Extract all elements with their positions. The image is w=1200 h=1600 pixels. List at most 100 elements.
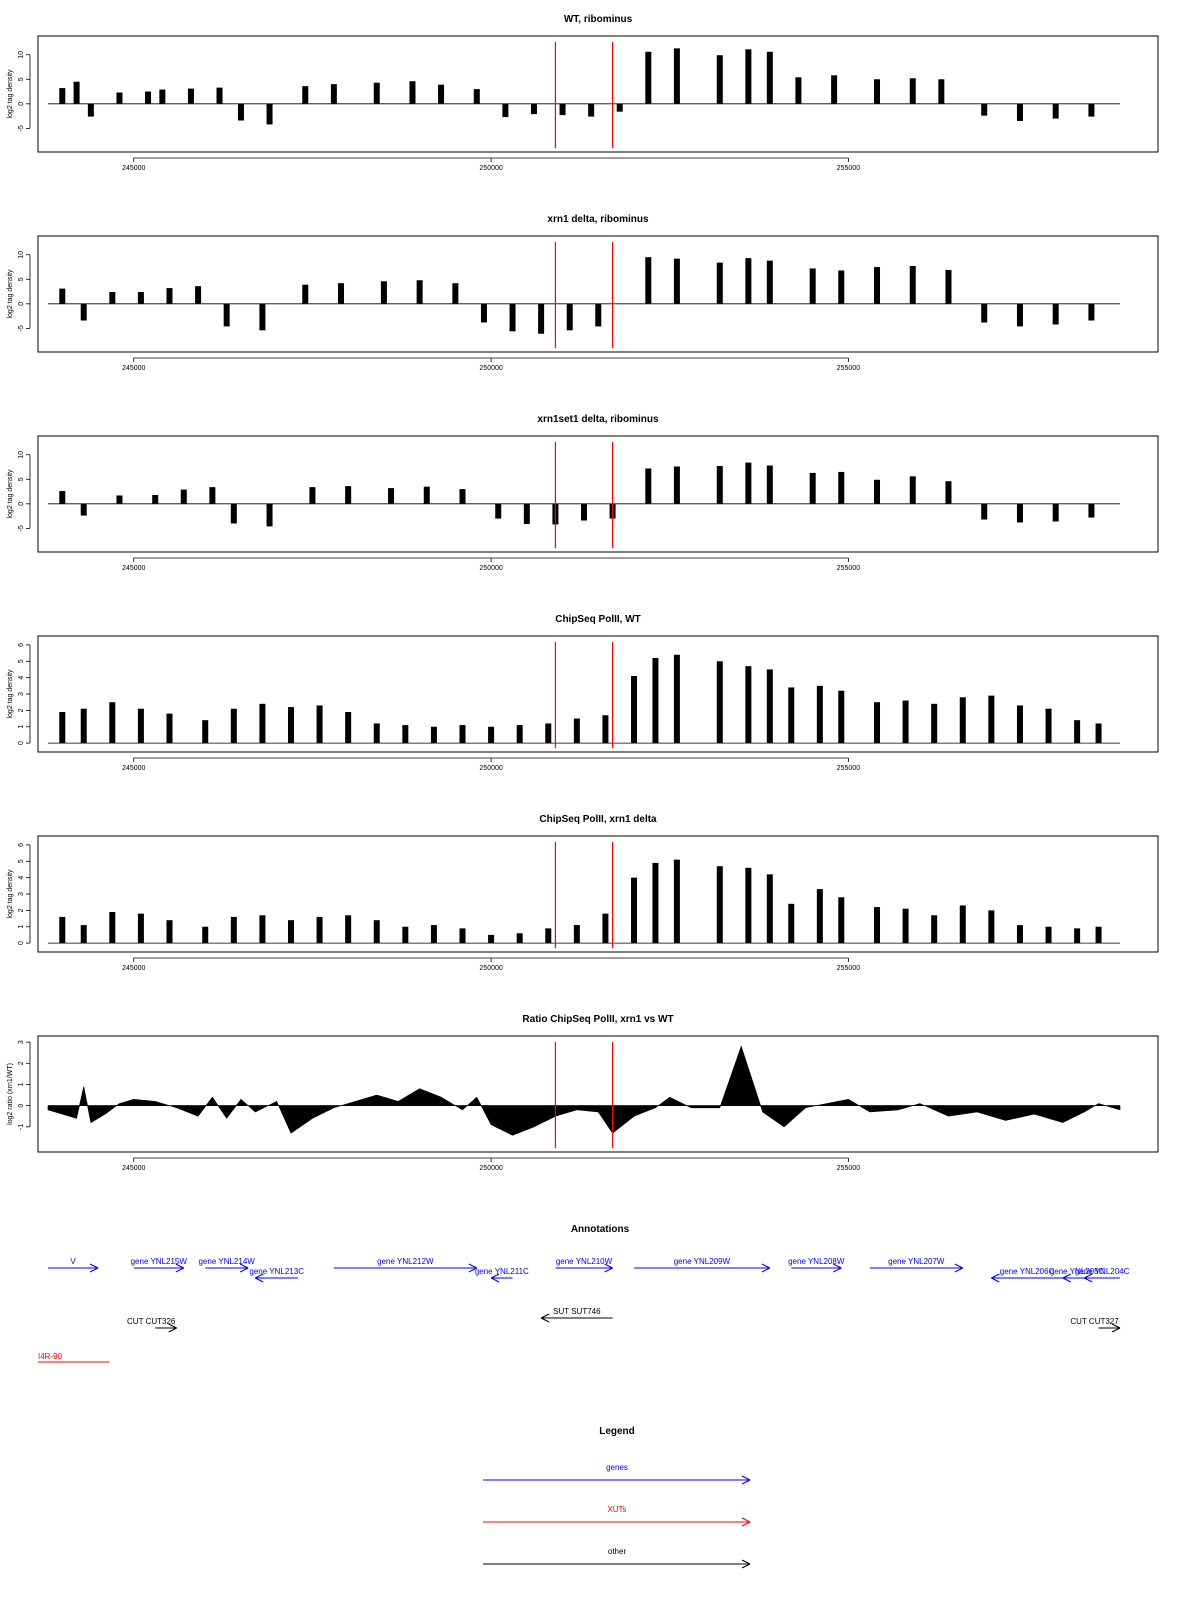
density-bar [137, 292, 144, 304]
y-tick-label: 3 [18, 692, 25, 696]
density-bar [981, 303, 988, 323]
density-bar [166, 920, 173, 944]
density-bar [745, 867, 752, 944]
density-bar [345, 712, 352, 744]
density-bar [766, 51, 773, 104]
density-bar [588, 103, 595, 117]
legend-item-arrowhead [741, 1563, 751, 1569]
density-bar [430, 726, 437, 744]
density-bar [1045, 926, 1052, 944]
density-bar [1088, 103, 1095, 117]
x-tick-label: 250000 [479, 965, 502, 972]
gene-label: gene YNL208W [788, 1257, 845, 1266]
density-bar [874, 267, 881, 304]
density-bar [902, 908, 909, 944]
density-bar [87, 103, 94, 117]
density-bar [988, 695, 995, 744]
density-bar [838, 897, 845, 944]
y-tick-label: 0 [18, 502, 25, 506]
legend-item-label: XUTs [607, 1505, 626, 1514]
ratio-area-series [47, 1045, 1121, 1136]
density-bar [409, 81, 416, 104]
density-bar [874, 907, 881, 944]
density-bar [80, 303, 87, 321]
gene-arrow-arrowhead [604, 1267, 613, 1273]
y-axis-label: log2 tag density [7, 69, 14, 119]
density-bar [816, 889, 823, 944]
density-bar [581, 503, 587, 521]
gene-label: gene YNL206C [1000, 1267, 1055, 1276]
legend-item-label: other [608, 1547, 627, 1556]
y-axis-label: log2 tag density [7, 869, 14, 919]
density-bar [1095, 723, 1102, 744]
density-bar [766, 260, 773, 304]
y-tick-label: 10 [18, 251, 25, 259]
y-tick-label: 3 [18, 1040, 25, 1044]
density-bar [945, 481, 952, 504]
panel-title: ChipSeq PolII, WT [555, 614, 641, 625]
gene-label: gene YNL211C [475, 1267, 529, 1276]
legend-item-arrowhead [741, 1475, 751, 1481]
density-bar [316, 705, 323, 744]
density-bar [1016, 705, 1023, 744]
gene-arrow-arrowhead [954, 1263, 963, 1269]
y-tick-label: 4 [18, 676, 25, 680]
density-bar [73, 81, 80, 104]
y-tick-label: 5 [18, 659, 25, 663]
y-tick-label: 10 [18, 51, 25, 59]
density-bar [1045, 708, 1052, 744]
gene-arrow-arrowhead [1084, 1277, 1093, 1283]
density-bar [831, 75, 838, 104]
density-bar [459, 489, 466, 504]
plot-frame [37, 635, 1159, 753]
plot-frame [37, 35, 1159, 153]
feature-arrow-arrowhead [168, 1327, 177, 1333]
gene-arrow-arrowhead [833, 1267, 842, 1273]
density-bar [373, 723, 380, 744]
density-bar [59, 916, 66, 944]
density-bar [373, 82, 380, 104]
density-bar [631, 676, 638, 744]
xut-label: I4R-90 [38, 1352, 63, 1361]
density-bar [230, 503, 237, 524]
density-bar [909, 266, 916, 304]
y-tick-label: 5 [18, 859, 25, 863]
panel-title: Ratio ChipSeq PolII, xrn1 vs WT [522, 1014, 673, 1025]
plot-frame [37, 435, 1159, 553]
density-bar [1052, 503, 1059, 522]
gene-label: gene YNL210W [556, 1257, 613, 1266]
density-bar [838, 270, 845, 304]
density-bar [1074, 928, 1081, 944]
y-tick-label: 10 [18, 451, 25, 459]
density-bar [59, 491, 66, 504]
density-bar [187, 88, 194, 104]
density-bar [480, 303, 487, 323]
gene-arrow-arrowhead [761, 1267, 771, 1273]
legend-title: Legend [599, 1426, 635, 1437]
gene-label: gene YNL215W [131, 1257, 188, 1266]
density-bar [166, 288, 173, 304]
y-tick-label: 1 [18, 725, 25, 729]
density-bar [909, 476, 916, 504]
density-bar [988, 910, 995, 944]
y-tick-label: 0 [18, 941, 25, 945]
density-bar [402, 926, 409, 944]
gene-arrow-arrowhead [954, 1267, 963, 1273]
y-tick-label: -5 [18, 525, 25, 531]
density-bar [330, 84, 337, 104]
x-tick-label: 245000 [122, 565, 145, 572]
gene-arrow-arrowhead [833, 1263, 842, 1269]
density-bar [1095, 926, 1102, 944]
y-tick-label: 4 [18, 876, 25, 880]
density-bar [473, 89, 480, 104]
density-bar [902, 700, 909, 744]
gene-arrow-arrowhead [490, 1277, 500, 1283]
density-bar [838, 471, 845, 504]
y-tick-label: 0 [18, 741, 25, 745]
density-bar [1016, 925, 1023, 944]
feature-label: CUT CUT327 [1070, 1317, 1119, 1326]
density-bar [645, 468, 652, 504]
y-axis-label: log2 tag density [7, 669, 14, 719]
density-bar [259, 915, 266, 944]
panel-title: ChipSeq PolII, xrn1 delta [539, 814, 657, 825]
